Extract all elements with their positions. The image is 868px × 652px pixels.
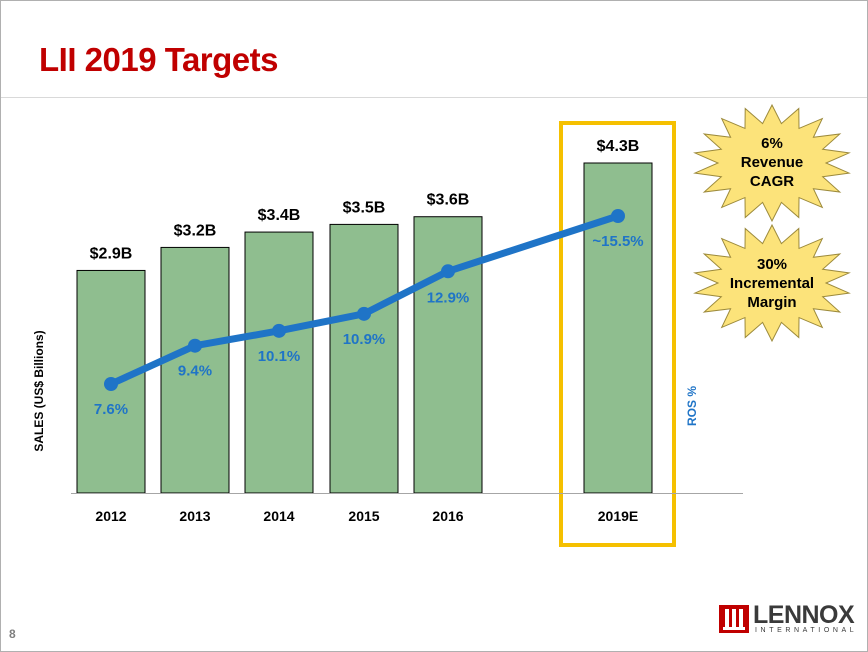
ros-value-label: 7.6% <box>94 401 128 418</box>
x-tick-label: 2012 <box>95 508 126 524</box>
ros-point-2012 <box>104 377 118 391</box>
x-tick-label: 2019E <box>598 508 638 524</box>
ros-point-2016 <box>441 264 455 279</box>
ros-point-2013 <box>188 338 202 353</box>
ros-point-2014 <box>272 323 286 338</box>
callout-line: CAGR <box>749 173 795 190</box>
callout-line: Margin <box>747 294 797 311</box>
ros-value-label: 9.4% <box>178 363 212 380</box>
bar-value-label: $3.6B <box>427 192 470 209</box>
bar-value-label: $3.4B <box>258 207 301 224</box>
callout-revenue-cagr: 6% Revenue CAGR <box>717 134 827 191</box>
lennox-logo-icon <box>719 605 749 633</box>
bar-2015 <box>329 223 399 494</box>
ros-value-label: 12.9% <box>427 289 470 306</box>
callout-line: 30% <box>756 256 788 273</box>
callout-starburst-revenue <box>693 103 851 223</box>
bar-value-label: $3.2B <box>174 222 217 239</box>
x-tick-label: 2014 <box>263 508 294 524</box>
callout-line: Incremental <box>729 275 815 292</box>
secondary-axis-label: ROS % <box>685 385 699 427</box>
callout-incremental-margin: 30% Incremental Margin <box>717 255 827 312</box>
x-tick-label: 2015 <box>348 508 379 524</box>
x-tick-label: 2016 <box>432 508 463 524</box>
page-number: 8 <box>9 627 16 641</box>
x-tick-label: 2013 <box>179 508 210 524</box>
slide-title: LII 2019 Targets <box>39 41 279 78</box>
bar-2013 <box>160 246 230 494</box>
bar-value-label: $2.9B <box>90 245 133 262</box>
logo-subtitle: INTERNATIONAL <box>755 627 858 634</box>
title-divider <box>1 97 867 98</box>
callout-starburst-margin <box>693 223 851 343</box>
bar-value-label: $3.5B <box>343 199 386 216</box>
callout-line: Revenue <box>740 154 804 171</box>
bar-2014 <box>244 231 314 494</box>
highlight-box-2019e <box>559 121 676 547</box>
ros-value-label: 10.9% <box>343 331 386 348</box>
callout-line: 6% <box>761 135 783 152</box>
ros-point-2019E <box>611 209 625 223</box>
ros-value-label: ~15.5% <box>592 233 643 250</box>
ros-point-2015 <box>357 306 371 321</box>
logo-name: LENNOX <box>753 601 855 629</box>
ros-line <box>109 212 620 388</box>
ros-value-label: 10.1% <box>258 348 301 365</box>
bar-2016 <box>413 216 483 494</box>
y-axis-label: SALES (US$ Billions) <box>32 330 46 452</box>
bar-value-label: $4.3B <box>597 138 640 155</box>
